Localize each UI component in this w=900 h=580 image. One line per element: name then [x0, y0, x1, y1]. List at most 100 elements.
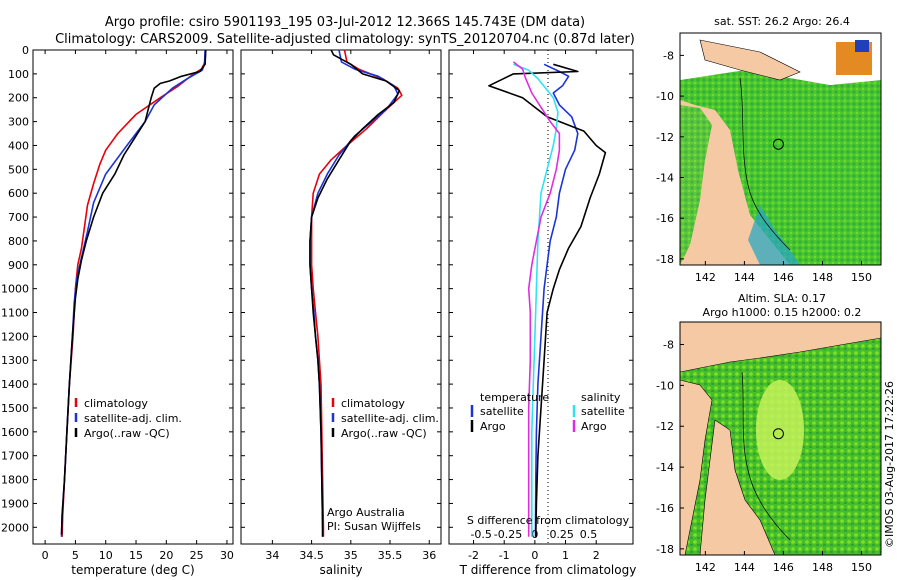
x-tick-label: 25 — [190, 549, 204, 562]
legend-head-temperature: temperature — [480, 391, 549, 404]
x-tick-label: 5 — [72, 549, 79, 562]
sla-map-panel: Altim. SLA: 0.17 Argo h1000: 0.15 h2000:… — [656, 292, 882, 574]
sla-shelf-contour — [741, 371, 791, 541]
sst-ocean-field — [680, 70, 881, 265]
sst-coast-north — [699, 39, 801, 81]
y-tick-label: 1200 — [1, 330, 29, 343]
sst-cool-patch — [748, 205, 800, 265]
y-tick-label: 1700 — [1, 450, 29, 463]
legend-label: satellite — [480, 405, 524, 418]
y-tick-label: 400 — [8, 139, 29, 152]
map-x-tick-label: 148 — [812, 271, 833, 284]
sst-map-frame — [679, 32, 882, 266]
x-tick-label: 36 — [422, 549, 436, 562]
legend-label: satellite-adj. clim. — [84, 412, 182, 425]
map-y-tick-label: -12 — [656, 131, 674, 144]
map-y-tick-label: -18 — [656, 543, 674, 556]
sst-map-title: sat. SST: 26.2 Argo: 26.4 — [714, 15, 850, 28]
sla-map-title: Altim. SLA: 0.17 — [738, 292, 826, 305]
sla-map-area — [680, 322, 881, 555]
map-y-tick-label: -12 — [656, 420, 674, 433]
x-tick-label: 0 — [42, 549, 49, 562]
y-tick-label: 2000 — [1, 521, 29, 534]
sla-coast-north — [680, 322, 881, 373]
map-y-tick-label: -18 — [656, 253, 674, 266]
s-tick-label: 0.5 — [580, 528, 598, 541]
map-x-tick-label: 142 — [695, 271, 716, 284]
y-tick-label: 600 — [8, 187, 29, 200]
y-tick-label: 1500 — [1, 402, 29, 415]
y-tick-label: 300 — [8, 116, 29, 129]
legend-label: satellite-adj. clim. — [341, 412, 439, 425]
series-line-argo-raw-qc- — [309, 50, 401, 537]
s-tick-label: -0.5 — [470, 528, 491, 541]
salinity-panel: 34 34.5 35 35.5 36 salinity climatology sate… — [240, 49, 442, 577]
sla-land-west — [680, 379, 713, 555]
x-tick-label: 10 — [99, 549, 113, 562]
argo-position-marker — [772, 428, 784, 440]
difference-legend-temperature: temperature satellite Argo — [470, 391, 549, 433]
x-tick-label: -1 — [499, 549, 510, 562]
x-tick-label: 15 — [129, 549, 143, 562]
sla-land-cape — [699, 419, 776, 555]
map-x-tick-label: 146 — [773, 561, 794, 574]
argo-position-marker — [772, 138, 784, 150]
figure-title-line1: Argo profile: csiro 5901193_195 03-Jul-2… — [105, 15, 585, 30]
y-tick-label: 1800 — [1, 474, 29, 487]
salinity-legend: climatology satellite-adj. clim. Argo(..… — [331, 397, 439, 440]
map-y-tick-label: -16 — [656, 502, 674, 515]
y-tick-label: 700 — [8, 211, 29, 224]
map-x-tick-label: 146 — [773, 271, 794, 284]
salinity-annotation-line1: Argo Australia — [327, 506, 405, 519]
series-line-s-argo — [512, 61, 561, 537]
figure-title-line2: Climatology: CARS2009. Satellite-adjuste… — [55, 32, 635, 47]
credit-text: ©IMOS 03-Aug-2017 17:22:26 — [883, 381, 896, 548]
legend-label: Argo(..raw -QC) — [84, 427, 170, 440]
salinity-annotation-line2: PI: Susan Wijffels — [327, 520, 421, 533]
legend-label: climatology — [341, 397, 405, 410]
map-y-tick-label: -10 — [656, 379, 674, 392]
legend-head-salinity: salinity — [581, 391, 621, 404]
temperature-axes-box — [32, 49, 234, 545]
map-x-tick-label: 144 — [734, 271, 755, 284]
sst-map-area — [680, 33, 881, 265]
y-tick-label: 900 — [8, 259, 29, 272]
legend-label: Argo(..raw -QC) — [341, 427, 427, 440]
x-tick-label: 0 — [531, 549, 538, 562]
map-x-tick-label: 150 — [851, 561, 872, 574]
series-line-t-argo — [488, 63, 607, 537]
s-tick-label: -0.25 — [494, 528, 522, 541]
temperature-panel: 0100200300400500600700800900100011001200… — [1, 44, 234, 577]
difference-panel: -2 -1 0 1 2 -0.5 -0.25 0 0.25 0.5 T difference f… — [448, 49, 637, 577]
sst-hot-spot — [855, 40, 869, 52]
x-tick-label: 35.5 — [378, 549, 403, 562]
y-tick-label: 1100 — [1, 307, 29, 320]
map-y-tick-label: -14 — [656, 461, 674, 474]
x-tick-label: 34.5 — [299, 549, 324, 562]
sla-map-frame — [679, 321, 882, 556]
series-line-t-satellite — [534, 63, 579, 537]
y-tick-label: 1900 — [1, 497, 29, 510]
salinity-xlabel: salinity — [319, 563, 362, 577]
difference-legend-salinity: salinity satellite Argo — [572, 391, 625, 433]
y-tick-label: 200 — [8, 92, 29, 105]
y-tick-label: 800 — [8, 235, 29, 248]
map-y-tick-label: -8 — [663, 49, 674, 62]
x-tick-label: 34 — [265, 549, 279, 562]
difference-xlabel-t: T difference from climatology — [459, 563, 637, 577]
map-x-tick-label: 142 — [695, 561, 716, 574]
sst-shelf-contour — [739, 77, 791, 251]
x-tick-label: 30 — [220, 549, 234, 562]
sla-high-anomaly — [756, 380, 804, 480]
y-tick-label: 0 — [22, 44, 29, 57]
x-tick-label: 20 — [159, 549, 173, 562]
y-tick-label: 1400 — [1, 378, 29, 391]
map-y-tick-label: -16 — [656, 212, 674, 225]
x-tick-label: 1 — [562, 549, 569, 562]
sla-map-subtitle: Argo h1000: 0.15 h2000: 0.2 — [703, 306, 862, 319]
sst-gulf-field — [680, 105, 712, 265]
x-tick-label: 2 — [593, 549, 600, 562]
legend-label: satellite — [581, 405, 625, 418]
x-tick-label: 35 — [344, 549, 358, 562]
